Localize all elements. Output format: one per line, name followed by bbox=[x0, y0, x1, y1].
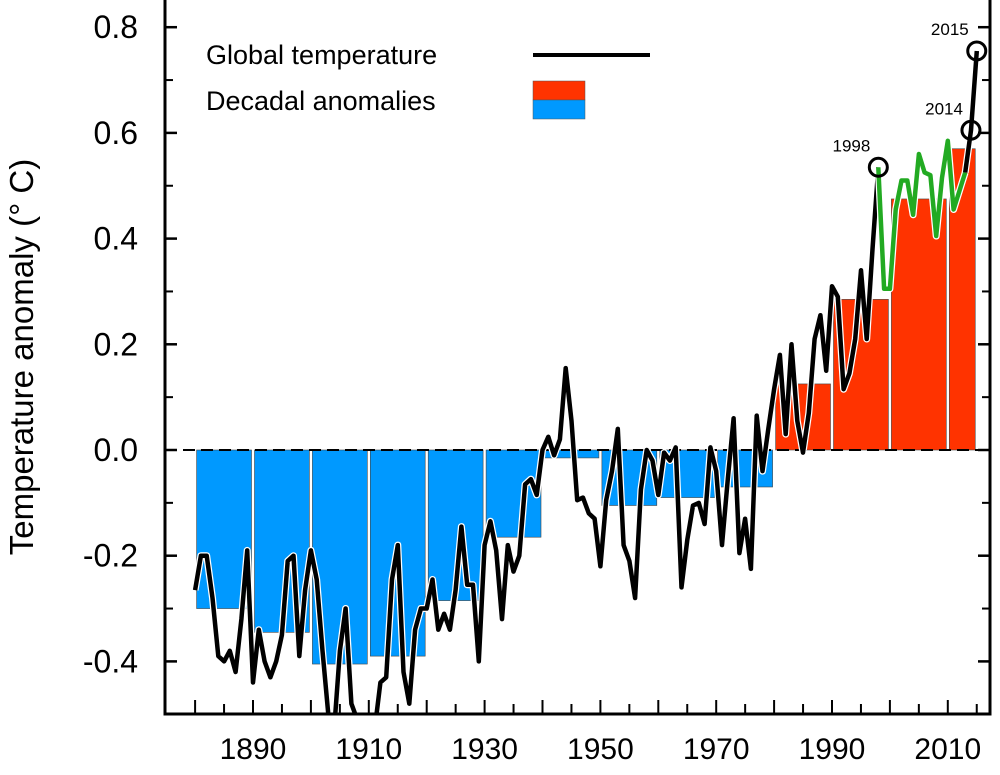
annotations: 1998 2014 2015 bbox=[832, 20, 988, 178]
plot-frame bbox=[163, 0, 992, 716]
annual-line-pre-1998 bbox=[192, 167, 881, 714]
annotation-label-1998: 1998 bbox=[832, 136, 870, 155]
legend-swatch-positive bbox=[532, 80, 586, 101]
annotation-label-2015: 2015 bbox=[931, 20, 969, 39]
axis-ticks: -0.4 -0.2 0.0 0.2 0.4 0.6 0.8 1890 1910 1930 1950 1… bbox=[83, 9, 990, 766]
y-tick-label: 0.4 bbox=[94, 221, 138, 257]
annotation-circle-1998 bbox=[867, 156, 889, 178]
annual-line-post-2013 bbox=[962, 50, 980, 173]
annotation-circle-2015 bbox=[966, 40, 988, 62]
legend-label-global-temperature: Global temperature bbox=[206, 40, 437, 70]
legend-label-decadal-anomalies: Decadal anomalies bbox=[206, 86, 436, 116]
legend: Global temperature Decadal anomalies bbox=[206, 40, 650, 120]
y-tick-label: -0.2 bbox=[83, 538, 138, 574]
y-axis-label: Temperature anomaly (° C) bbox=[3, 159, 40, 556]
y-tick-label: -0.4 bbox=[83, 643, 138, 679]
annual-temperature-series bbox=[191, 50, 981, 714]
y-tick-label: 0.0 bbox=[94, 432, 138, 468]
annual-line-1998-2013 bbox=[876, 138, 968, 292]
x-tick-label: 1950 bbox=[567, 733, 634, 766]
x-tick-label: 2010 bbox=[914, 733, 981, 766]
annotation-circle-2014 bbox=[960, 119, 982, 141]
y-tick-label: 0.8 bbox=[94, 9, 138, 45]
x-tick-label: 1930 bbox=[451, 733, 518, 766]
x-tick-label: 1970 bbox=[683, 733, 750, 766]
annotation-label-2014: 2014 bbox=[925, 99, 963, 118]
x-tick-label: 1910 bbox=[335, 733, 402, 766]
decadal-bar bbox=[891, 198, 947, 451]
y-tick-label: 0.6 bbox=[94, 115, 138, 151]
y-tick-label: 0.2 bbox=[94, 326, 138, 362]
decadal-bars bbox=[196, 148, 976, 665]
legend-swatch-negative bbox=[532, 99, 586, 120]
x-tick-label: 1890 bbox=[220, 733, 287, 766]
decadal-bar bbox=[485, 449, 542, 538]
x-tick-label: 1990 bbox=[799, 733, 866, 766]
